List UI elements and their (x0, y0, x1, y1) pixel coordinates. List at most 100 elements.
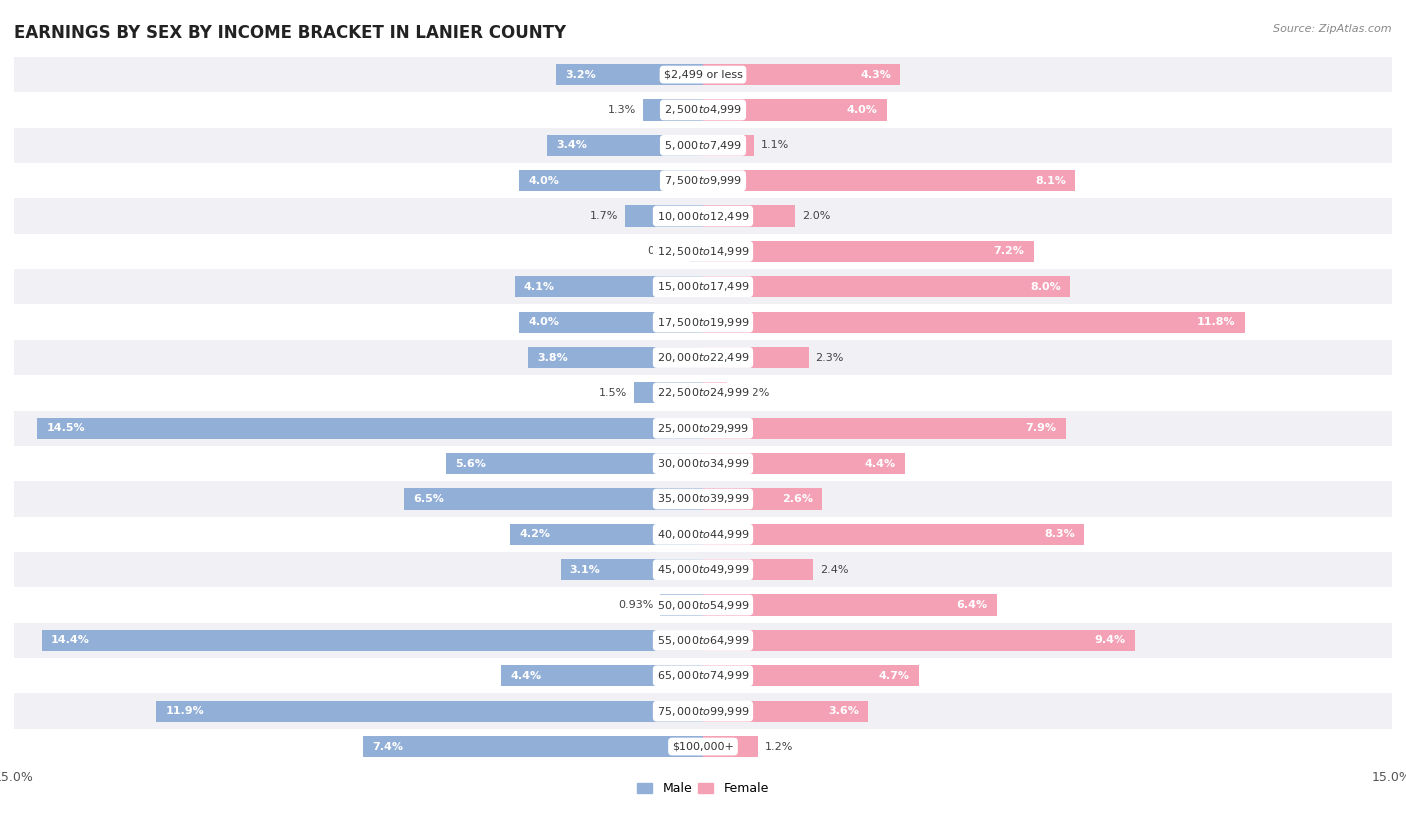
Bar (703, 170, 1076, 191)
Text: 1.3%: 1.3% (609, 105, 637, 115)
Bar (14, 304, 1392, 340)
Bar (510, 524, 703, 545)
Bar (561, 559, 703, 580)
Text: 4.4%: 4.4% (510, 671, 541, 680)
Bar (703, 489, 823, 510)
Bar (529, 347, 703, 368)
Text: 2.4%: 2.4% (820, 565, 849, 575)
Bar (703, 276, 1070, 298)
Text: 14.4%: 14.4% (51, 636, 90, 646)
Bar (519, 311, 703, 333)
Text: $20,000 to $22,499: $20,000 to $22,499 (657, 351, 749, 364)
Text: 11.9%: 11.9% (166, 706, 204, 716)
Text: 4.0%: 4.0% (529, 176, 560, 185)
Text: $17,500 to $19,999: $17,500 to $19,999 (657, 315, 749, 328)
Bar (14, 233, 1392, 269)
Bar (519, 170, 703, 191)
Text: 11.8%: 11.8% (1197, 317, 1236, 327)
Text: $100,000+: $100,000+ (672, 741, 734, 751)
Text: 6.4%: 6.4% (956, 600, 988, 610)
Bar (14, 517, 1392, 552)
Bar (624, 206, 703, 227)
Text: $22,500 to $24,999: $22,500 to $24,999 (657, 386, 749, 399)
Text: 2.3%: 2.3% (815, 353, 844, 363)
Text: 9.4%: 9.4% (1094, 636, 1126, 646)
Text: 4.2%: 4.2% (519, 529, 550, 539)
Bar (14, 693, 1392, 729)
Text: 2.0%: 2.0% (801, 211, 830, 221)
Text: 3.6%: 3.6% (828, 706, 859, 716)
Text: 7.4%: 7.4% (373, 741, 404, 751)
Bar (14, 92, 1392, 128)
Text: $12,500 to $14,999: $12,500 to $14,999 (657, 245, 749, 258)
Bar (446, 453, 703, 474)
Text: EARNINGS BY SEX BY INCOME BRACKET IN LANIER COUNTY: EARNINGS BY SEX BY INCOME BRACKET IN LAN… (14, 24, 567, 42)
Bar (14, 57, 1392, 92)
Bar (14, 552, 1392, 587)
Text: 5.6%: 5.6% (456, 459, 486, 468)
Bar (14, 163, 1392, 198)
Bar (703, 241, 1033, 262)
Bar (363, 736, 703, 757)
Bar (14, 729, 1392, 764)
Bar (14, 198, 1392, 233)
Text: 4.0%: 4.0% (846, 105, 877, 115)
Text: $55,000 to $64,999: $55,000 to $64,999 (657, 634, 749, 647)
Text: 8.0%: 8.0% (1031, 282, 1062, 292)
Bar (703, 135, 754, 156)
Text: $65,000 to $74,999: $65,000 to $74,999 (657, 669, 749, 682)
Text: Source: ZipAtlas.com: Source: ZipAtlas.com (1274, 24, 1392, 34)
Text: $2,500 to $4,999: $2,500 to $4,999 (664, 103, 742, 116)
Text: 3.8%: 3.8% (537, 353, 568, 363)
Bar (703, 665, 920, 686)
Text: 1.2%: 1.2% (765, 741, 793, 751)
Bar (14, 375, 1392, 411)
Text: $50,000 to $54,999: $50,000 to $54,999 (657, 598, 749, 611)
Text: 7.9%: 7.9% (1025, 424, 1057, 433)
Legend: Male, Female: Male, Female (633, 777, 773, 801)
Text: $30,000 to $34,999: $30,000 to $34,999 (657, 457, 749, 470)
Text: 8.3%: 8.3% (1045, 529, 1076, 539)
Bar (14, 659, 1392, 693)
Text: 0.52%: 0.52% (734, 388, 769, 398)
Text: 1.1%: 1.1% (761, 141, 789, 150)
Bar (703, 594, 997, 615)
Bar (703, 630, 1135, 651)
Text: 14.5%: 14.5% (46, 424, 84, 433)
Text: $10,000 to $12,499: $10,000 to $12,499 (657, 210, 749, 223)
Bar (37, 418, 703, 439)
Bar (156, 701, 703, 722)
Bar (501, 665, 703, 686)
Bar (703, 701, 869, 722)
Bar (634, 382, 703, 403)
Text: 3.1%: 3.1% (569, 565, 600, 575)
Bar (14, 269, 1392, 304)
Text: 1.7%: 1.7% (589, 211, 619, 221)
Text: 4.1%: 4.1% (524, 282, 555, 292)
Bar (405, 489, 703, 510)
Text: 0.29%: 0.29% (647, 246, 683, 256)
Bar (703, 64, 900, 85)
Text: $7,500 to $9,999: $7,500 to $9,999 (664, 174, 742, 187)
Bar (14, 587, 1392, 623)
Bar (703, 382, 727, 403)
Text: $15,000 to $17,499: $15,000 to $17,499 (657, 280, 749, 293)
Text: 6.5%: 6.5% (413, 494, 444, 504)
Bar (703, 559, 813, 580)
Text: 7.2%: 7.2% (994, 246, 1025, 256)
Bar (703, 453, 905, 474)
Text: 0.93%: 0.93% (619, 600, 654, 610)
Text: $75,000 to $99,999: $75,000 to $99,999 (657, 705, 749, 718)
Text: 1.5%: 1.5% (599, 388, 627, 398)
Bar (14, 128, 1392, 163)
Bar (547, 135, 703, 156)
Bar (690, 241, 703, 262)
Text: 8.1%: 8.1% (1035, 176, 1066, 185)
Text: 4.4%: 4.4% (865, 459, 896, 468)
Text: 4.7%: 4.7% (879, 671, 910, 680)
Bar (14, 623, 1392, 658)
Text: 4.3%: 4.3% (860, 70, 891, 80)
Text: $45,000 to $49,999: $45,000 to $49,999 (657, 563, 749, 576)
Bar (703, 347, 808, 368)
Text: 3.2%: 3.2% (565, 70, 596, 80)
